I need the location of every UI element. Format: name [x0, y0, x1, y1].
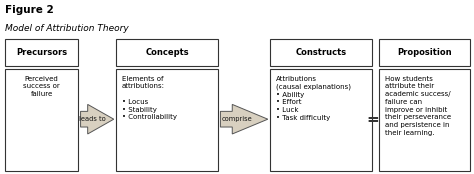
FancyBboxPatch shape: [116, 69, 218, 171]
FancyBboxPatch shape: [379, 69, 470, 171]
Text: Concepts: Concepts: [145, 48, 189, 57]
Text: Attributions
(causal explanations)
• Ability
• Effort
• Luck
• Task difficulty: Attributions (causal explanations) • Abi…: [276, 76, 351, 121]
Text: Proposition: Proposition: [397, 48, 452, 57]
FancyBboxPatch shape: [379, 39, 470, 66]
Text: Model of Attribution Theory: Model of Attribution Theory: [5, 24, 128, 33]
FancyBboxPatch shape: [270, 69, 372, 171]
FancyBboxPatch shape: [116, 39, 218, 66]
FancyBboxPatch shape: [5, 69, 78, 171]
Text: Elements of
attributions:

• Locus
• Stability
• Controllability: Elements of attributions: • Locus • Stab…: [122, 76, 177, 120]
Text: Figure 2: Figure 2: [5, 5, 54, 15]
Polygon shape: [81, 104, 114, 134]
FancyBboxPatch shape: [270, 39, 372, 66]
Text: leads to: leads to: [79, 116, 105, 122]
Text: How students
attribute their
academic success/
failure can
improve or inhibit
th: How students attribute their academic su…: [385, 76, 451, 136]
Text: Constructs: Constructs: [296, 48, 346, 57]
Text: comprise: comprise: [222, 116, 252, 122]
Text: =: =: [366, 112, 379, 127]
FancyBboxPatch shape: [5, 39, 78, 66]
Polygon shape: [220, 104, 268, 134]
Text: Perceived
success or
failure: Perceived success or failure: [23, 76, 60, 97]
Text: Precursors: Precursors: [16, 48, 67, 57]
